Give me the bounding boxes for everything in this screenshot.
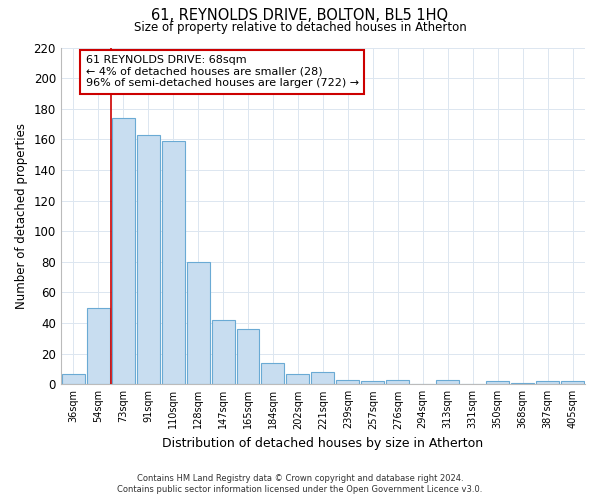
X-axis label: Distribution of detached houses by size in Atherton: Distribution of detached houses by size …	[163, 437, 484, 450]
Bar	[286, 374, 310, 384]
Y-axis label: Number of detached properties: Number of detached properties	[15, 123, 28, 309]
Bar	[511, 383, 534, 384]
Bar	[62, 374, 85, 384]
Text: 61, REYNOLDS DRIVE, BOLTON, BL5 1HQ: 61, REYNOLDS DRIVE, BOLTON, BL5 1HQ	[151, 8, 449, 22]
Bar	[262, 363, 284, 384]
Bar	[561, 381, 584, 384]
Bar	[187, 262, 209, 384]
Bar	[311, 372, 334, 384]
Bar	[486, 381, 509, 384]
Bar	[236, 329, 259, 384]
Bar	[386, 380, 409, 384]
Bar	[112, 118, 134, 384]
Text: Size of property relative to detached houses in Atherton: Size of property relative to detached ho…	[134, 21, 466, 34]
Bar	[87, 308, 110, 384]
Bar	[337, 380, 359, 384]
Bar	[536, 381, 559, 384]
Bar	[361, 381, 385, 384]
Bar	[161, 141, 185, 384]
Text: 61 REYNOLDS DRIVE: 68sqm
← 4% of detached houses are smaller (28)
96% of semi-de: 61 REYNOLDS DRIVE: 68sqm ← 4% of detache…	[86, 55, 359, 88]
Bar	[137, 135, 160, 384]
Bar	[212, 320, 235, 384]
Bar	[436, 380, 459, 384]
Text: Contains HM Land Registry data © Crown copyright and database right 2024.
Contai: Contains HM Land Registry data © Crown c…	[118, 474, 482, 494]
